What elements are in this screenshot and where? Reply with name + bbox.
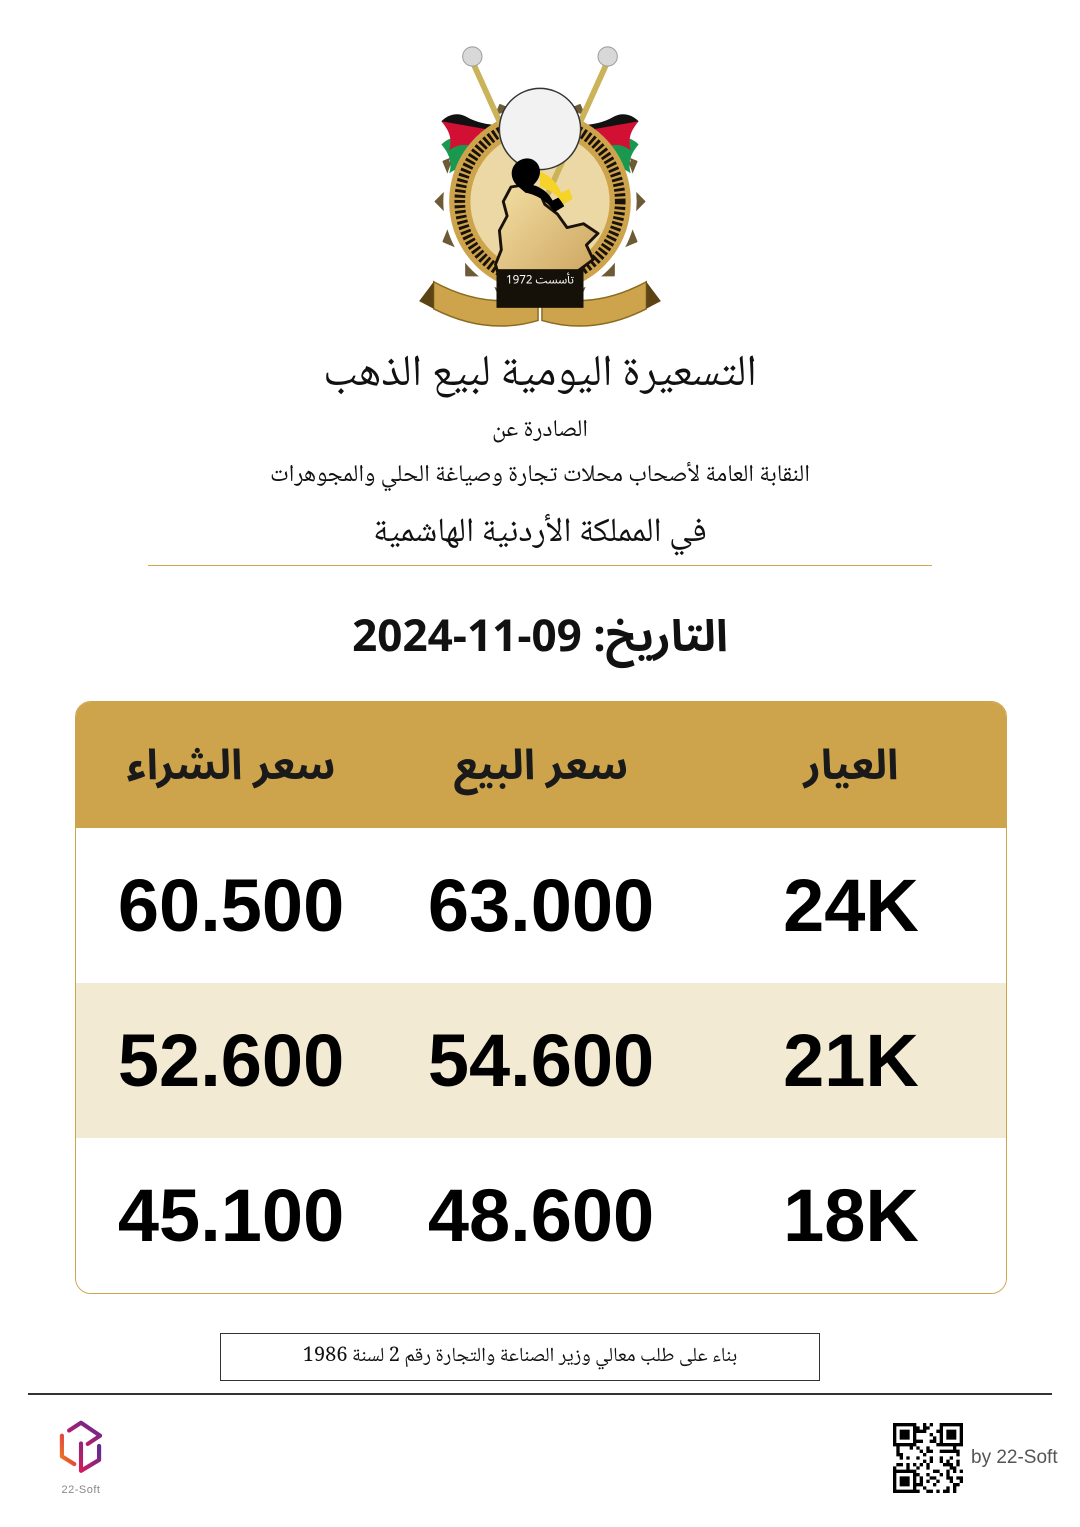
svg-text:تأسست 1972: تأسست 1972	[506, 268, 575, 293]
